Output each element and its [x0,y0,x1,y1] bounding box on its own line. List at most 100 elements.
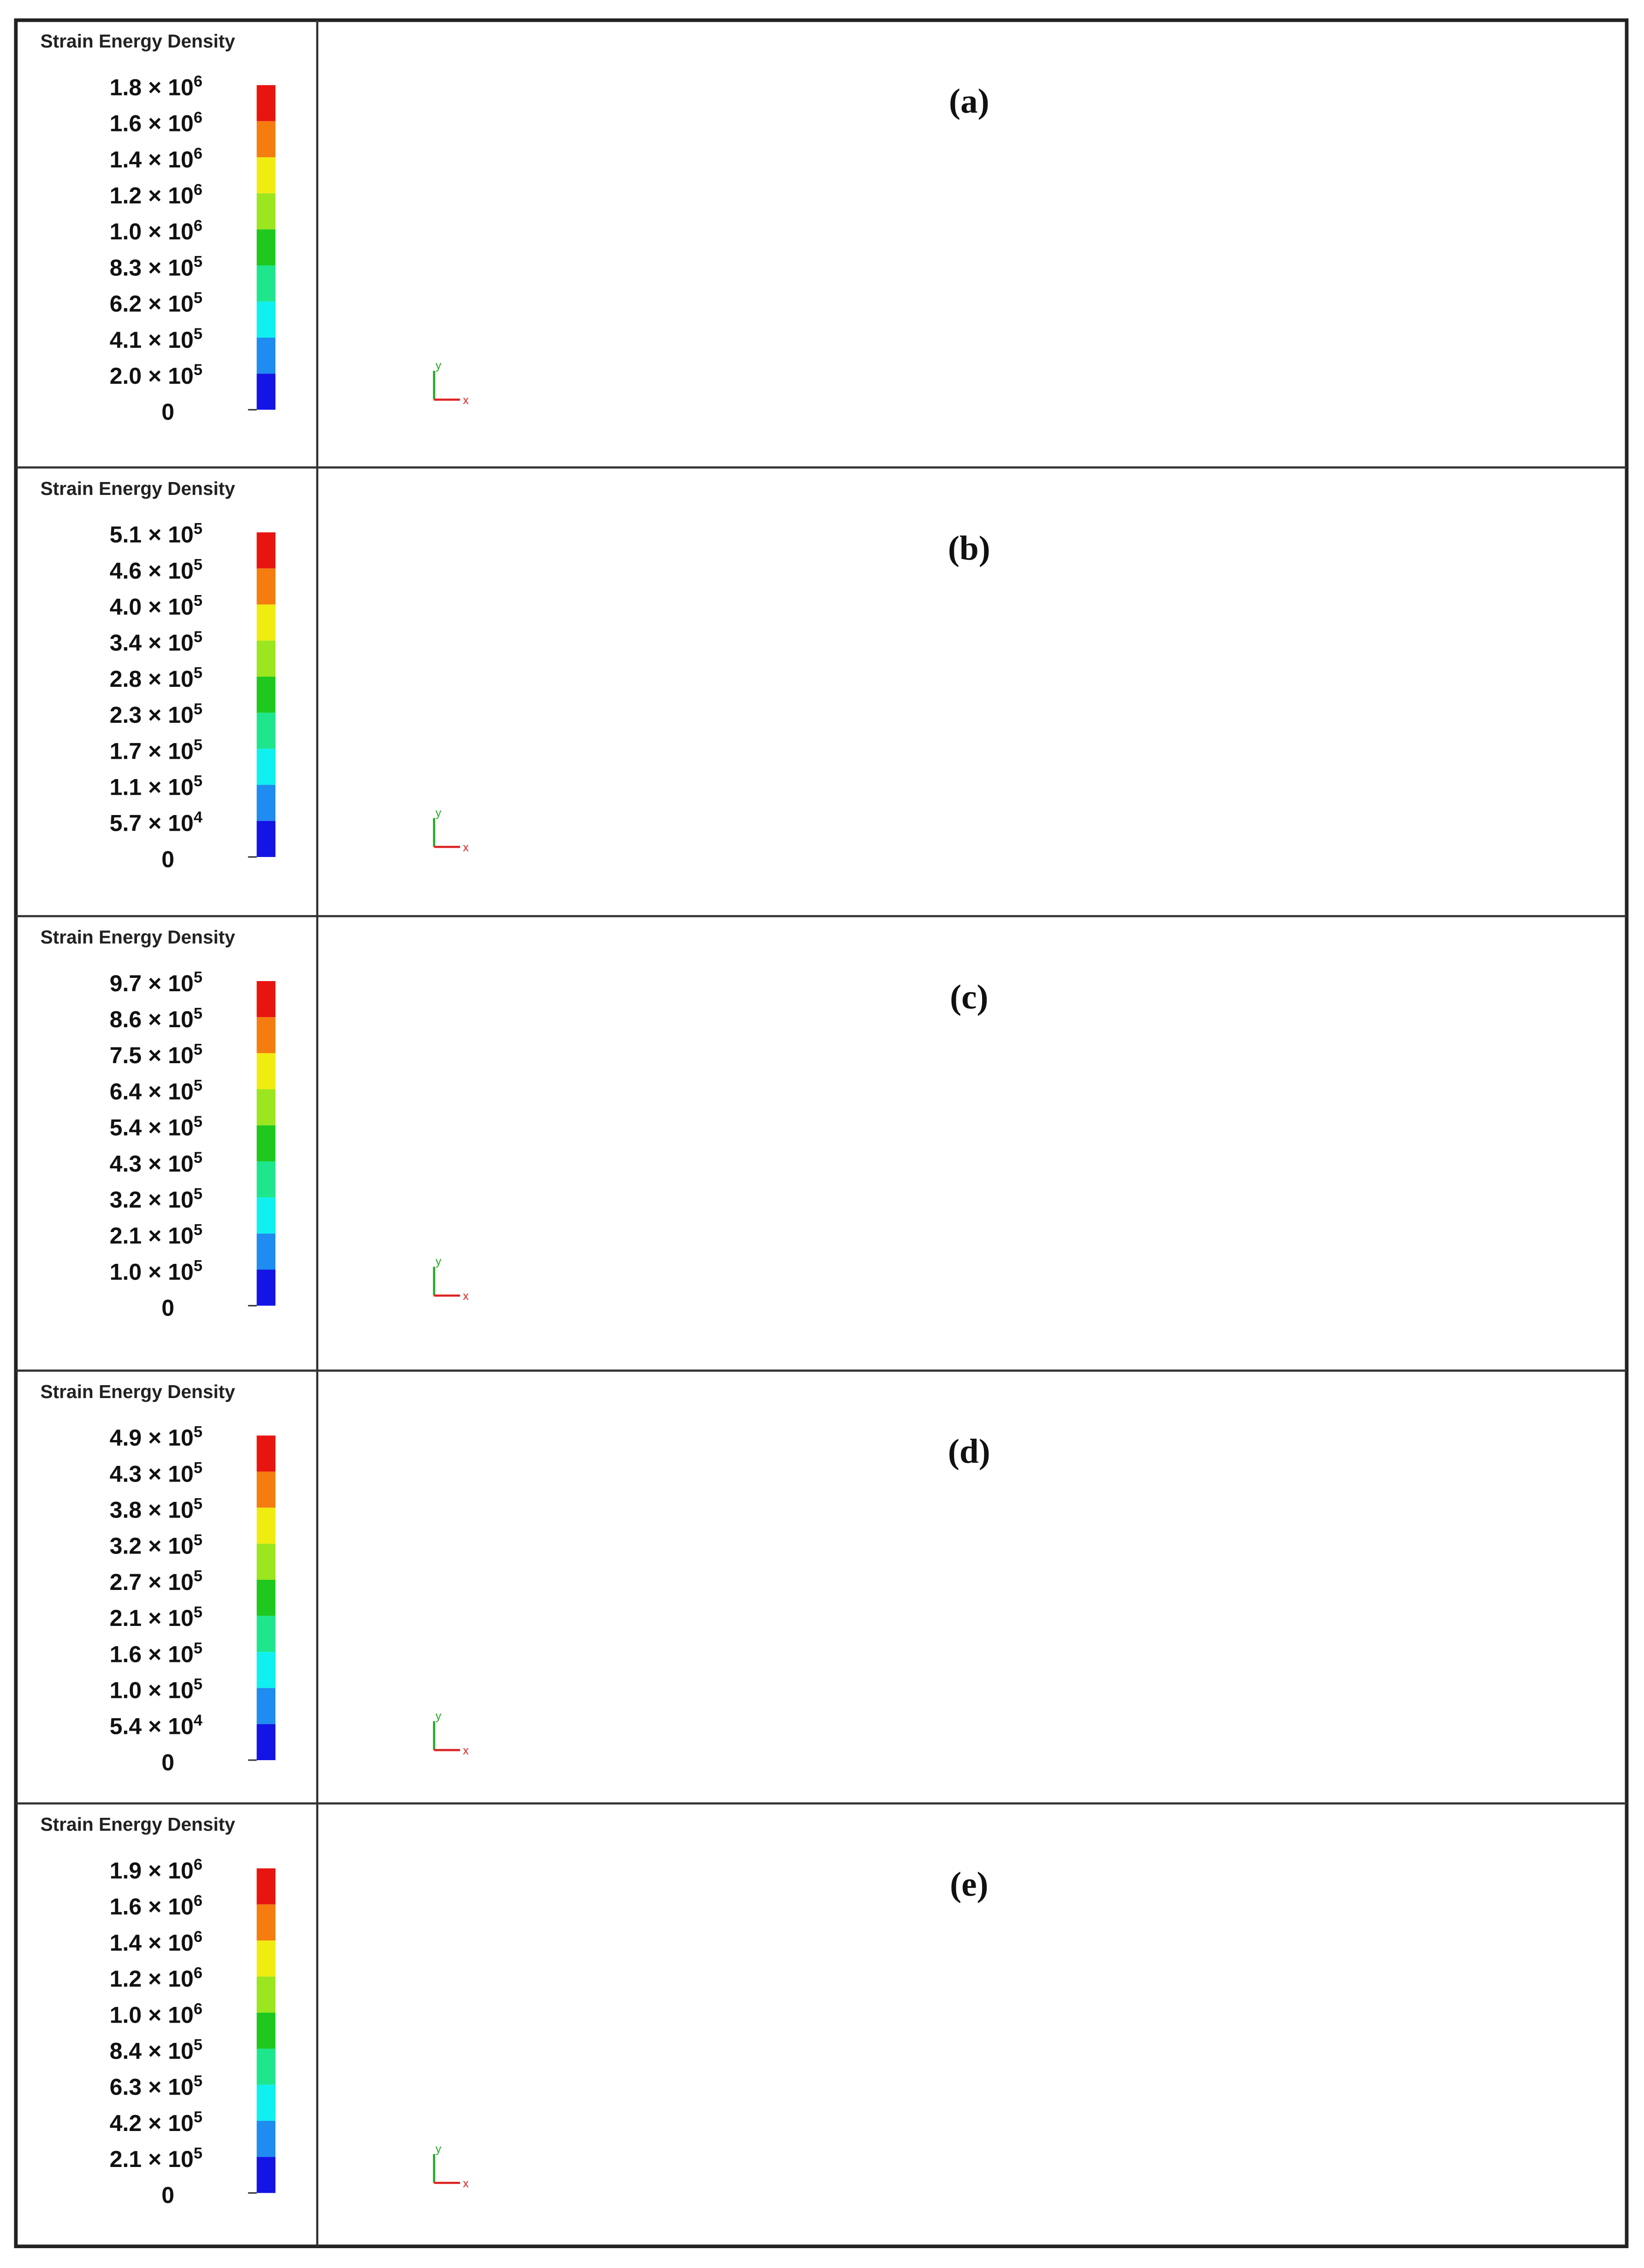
triad-x-label: x [463,1290,469,1303]
label-exponent: 5 [194,773,203,790]
legend-label: 0 [161,399,174,425]
colorbar-segment [256,676,276,713]
legend-label: 0 [161,1750,174,1775]
colorbar-segment [256,1233,276,1270]
corner-spot [1407,1547,1419,1558]
label-base: 3.2 × 10 [110,1187,194,1213]
legend-label: 3.4 × 105 [110,628,203,656]
hotspot [1314,712,1334,737]
colorbar-segment [256,1471,276,1508]
triad-x-label: x [463,394,469,407]
label-base: 4.1 × 10 [110,327,194,353]
beam-end [365,1096,1572,1245]
transition [506,1984,1430,2132]
label-exponent: 6 [194,73,203,90]
label-exponent: 5 [194,361,203,379]
label-exponent: 5 [194,2144,203,2162]
beam-end [365,1984,1572,2132]
label-base: 1.0 × 10 [110,2002,194,2028]
colorbar-segment [256,1580,276,1616]
legend-title: Strain Energy Density [41,1381,236,1402]
corner-spot [1407,789,1419,801]
label-base: 7.5 × 10 [110,1042,194,1068]
label-base: 1.1 × 10 [110,774,194,800]
legend-label: 3.8 × 105 [110,1495,203,1523]
label-exponent: 5 [194,2108,203,2126]
center [574,648,1363,796]
legend-label: 1.4 × 106 [110,145,203,173]
label-base: 2.0 × 10 [110,363,194,389]
label-base: 3.4 × 10 [110,630,194,656]
legend-label: 0 [161,1295,174,1321]
panel-label: (e) [950,1865,988,1904]
mesh [365,648,1572,796]
beam [365,1092,1572,1250]
corner-spot [518,1547,529,1558]
center [574,1551,1363,1699]
corner-spot [1407,1692,1419,1704]
label-exponent: 5 [194,1567,203,1585]
label-exponent: 5 [194,325,203,343]
center [574,1096,1363,1245]
colorbar-segment [256,193,276,230]
beam [365,1979,1572,2137]
label-base: 3.2 × 10 [110,1533,194,1559]
label-exponent: 5 [194,1149,203,1167]
legend-label: 1.7 × 105 [110,736,203,764]
label-base: 1.8 × 10 [110,74,194,100]
legend-label: 0 [161,2182,174,2208]
label-base: 5.4 × 10 [110,1714,194,1739]
label-base: 8.4 × 10 [110,2038,194,2064]
label-base: 1.4 × 10 [110,1930,194,1956]
legend-label: 5.7 × 104 [110,809,203,836]
legend-label: 1.6 × 105 [110,1640,203,1667]
label-base: 1.7 × 10 [110,738,194,764]
triad-y-label: y [435,1255,441,1268]
mesh [365,1984,1572,2132]
corner-spot [1407,1092,1419,1104]
label-exponent: 6 [194,109,203,126]
label-exponent: 6 [194,1856,203,1874]
middle [541,648,1396,796]
colorbar-segment [256,1976,276,2013]
label-exponent: 5 [194,1531,203,1549]
legend-label: 5.4 × 104 [110,1712,203,1739]
label-base: 1.0 × 10 [110,1259,194,1285]
corner-spot [518,342,529,353]
hotspot [603,712,623,737]
triad-y-label: y [435,359,441,372]
label-exponent: 6 [194,1892,203,1910]
transition [529,1096,1407,1245]
transition [506,648,1430,796]
label-exponent: 5 [194,1257,203,1275]
transition [529,201,1407,349]
label-exponent: 6 [194,2000,203,2018]
corner-spot [1407,643,1419,655]
legend-label: 4.3 × 105 [110,1459,203,1487]
legend-label: 2.7 × 105 [110,1567,203,1595]
triad-x-label: x [463,1744,469,1757]
colorbar-segment [256,640,276,677]
legend-label: 8.3 × 105 [110,253,203,281]
triad-y-label: y [435,1709,441,1722]
label-exponent: 5 [194,289,203,307]
label-exponent: 5 [194,1676,203,1693]
label-exponent: 6 [194,145,203,162]
legend-label: 4.0 × 105 [110,592,203,620]
label-exponent: 5 [194,2072,203,2090]
transition [518,201,1419,349]
label-exponent: 5 [194,1077,203,1095]
label-base: 2.1 × 10 [110,1223,194,1249]
legend-label: 2.8 × 105 [110,664,203,692]
label-base: 2.3 × 10 [110,702,194,728]
label-base: 4.2 × 10 [110,2110,194,2136]
label-base: 0 [161,399,174,425]
colorbar-segment [256,713,276,749]
triad-y-label: y [435,2143,441,2155]
label-base: 2.1 × 10 [110,2146,194,2172]
label-base: 4.3 × 10 [110,1151,194,1177]
legend-label: 1.2 × 106 [110,181,203,208]
